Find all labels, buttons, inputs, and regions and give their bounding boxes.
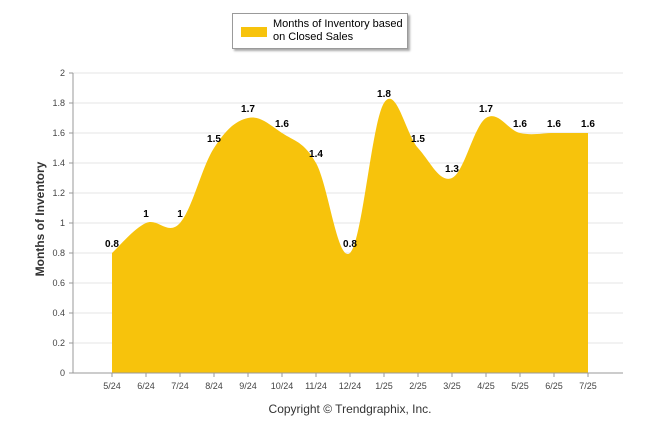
x-tick-label: 10/24 <box>271 381 294 391</box>
legend-label: Months of Inventory based on Closed Sale… <box>273 18 403 43</box>
legend-swatch <box>241 27 267 37</box>
data-label: 1 <box>143 209 149 220</box>
x-tick-label: 6/24 <box>137 381 155 391</box>
y-tick-label: 1.6 <box>52 128 65 138</box>
y-tick-label: 0.4 <box>52 308 65 318</box>
x-tick-label: 4/25 <box>477 381 495 391</box>
y-tick-label: 0 <box>60 368 65 378</box>
data-label: 1.6 <box>581 119 595 130</box>
data-label: 1.7 <box>479 104 493 115</box>
x-axis-ticks: 5/24 6/24 7/24 8/24 9/24 10/24 11/24 12/24 1/25 2… <box>103 373 597 391</box>
x-tick-label: 9/24 <box>239 381 257 391</box>
legend: Months of Inventory based on Closed Sale… <box>232 13 408 49</box>
data-label: 1.7 <box>241 104 255 115</box>
data-label: 1.3 <box>445 164 459 175</box>
data-label: 1 <box>177 209 183 220</box>
x-tick-label: 1/25 <box>375 381 393 391</box>
data-label: 1.6 <box>275 119 289 130</box>
x-tick-label: 5/24 <box>103 381 121 391</box>
x-tick-label: 7/25 <box>579 381 597 391</box>
data-labels: 0.8 1 1 1.5 1.7 1.6 1.4 0.8 1.8 1.5 1.3 1.7 1.6 1.6 1.… <box>105 89 595 250</box>
x-tick-label: 7/24 <box>171 381 189 391</box>
y-tick-label: 1.4 <box>52 158 65 168</box>
y-tick-label: 1.2 <box>52 188 65 198</box>
y-tick-label: 0.6 <box>52 278 65 288</box>
series-area <box>112 98 588 374</box>
y-axis-title: Months of Inventory <box>33 161 47 277</box>
y-tick-label: 0.2 <box>52 338 65 348</box>
x-tick-label: 2/25 <box>409 381 427 391</box>
y-tick-label: 0.8 <box>52 248 65 258</box>
data-label: 1.5 <box>411 134 425 145</box>
data-label: 0.8 <box>343 239 357 250</box>
data-label: 1.5 <box>207 134 221 145</box>
x-tick-label: 11/24 <box>305 381 327 391</box>
copyright-text: Copyright © Trendgraphix, Inc. <box>268 402 432 416</box>
data-label: 1.6 <box>513 119 527 130</box>
data-label: 1.8 <box>377 89 391 100</box>
data-label: 1.6 <box>547 119 561 130</box>
y-tick-label: 1 <box>60 218 65 228</box>
y-axis-ticks: 0 0.2 0.4 0.6 0.8 1 1.2 1.4 1.6 1.8 2 <box>52 68 73 378</box>
y-tick-label: 2 <box>60 68 65 78</box>
x-tick-label: 8/24 <box>205 381 223 391</box>
x-tick-label: 12/24 <box>339 381 362 391</box>
x-tick-label: 3/25 <box>443 381 461 391</box>
y-tick-label: 1.8 <box>52 98 65 108</box>
x-tick-label: 5/25 <box>511 381 529 391</box>
x-tick-label: 6/25 <box>545 381 563 391</box>
data-label: 1.4 <box>309 149 323 160</box>
data-label: 0.8 <box>105 239 119 250</box>
